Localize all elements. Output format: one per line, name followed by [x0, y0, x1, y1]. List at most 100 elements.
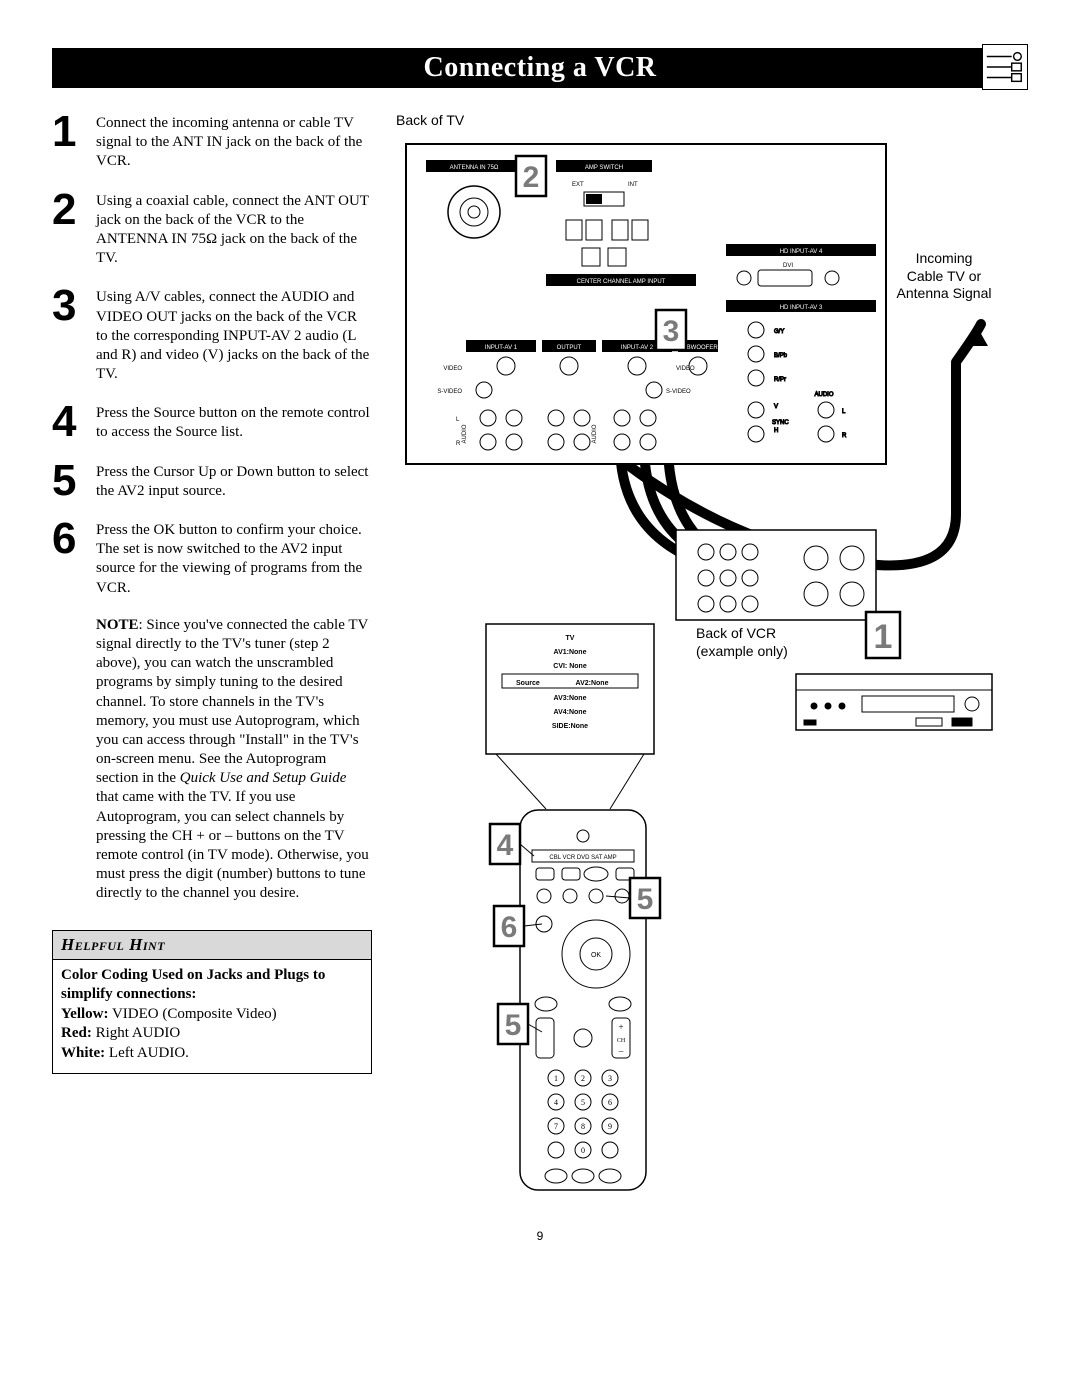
connection-diagram: ANTENNA IN 75Ω AMP SWITCH EXT INT: [396, 134, 996, 1194]
step-text: Using a coaxial cable, connect the ANT O…: [96, 190, 372, 269]
svg-text:0: 0: [581, 1146, 585, 1155]
page-title: Connecting a VCR: [423, 52, 656, 84]
svg-text:CBL VCR DVD SAT AMP: CBL VCR DVD SAT AMP: [549, 855, 616, 861]
svg-text:B/Pb: B/Pb: [774, 353, 788, 359]
step-number: 5: [52, 461, 86, 501]
svg-text:5: 5: [637, 883, 654, 916]
svg-text:8: 8: [581, 1122, 585, 1131]
svg-text:R: R: [456, 441, 461, 447]
svg-text:CVI: None: CVI: None: [553, 663, 587, 670]
step-5: 5 Press the Cursor Up or Down button to …: [52, 461, 372, 501]
connector-icon: [982, 44, 1028, 90]
svg-text:1: 1: [874, 618, 893, 656]
hint-row-label: Red:: [61, 1025, 92, 1041]
svg-text:AV2:None: AV2:None: [576, 680, 609, 687]
svg-text:3: 3: [663, 315, 680, 348]
svg-text:SIDE:None: SIDE:None: [552, 723, 588, 730]
svg-text:R/Pr: R/Pr: [774, 377, 786, 383]
svg-text:CH: CH: [617, 1038, 626, 1044]
hint-row-value: Left AUDIO.: [105, 1045, 189, 1061]
page-number: 9: [52, 1229, 1028, 1243]
incoming-signal-label: Incoming Cable TV or Antenna Signal: [896, 250, 992, 303]
svg-text:VIDEO: VIDEO: [676, 366, 695, 372]
ext-label: EXT: [572, 182, 584, 188]
back-of-vcr-label: Back of VCR: [696, 625, 776, 641]
step-number: 3: [52, 286, 86, 384]
note-after: that came with the TV. If you use Autopr…: [96, 789, 369, 901]
svg-text:1: 1: [554, 1074, 558, 1083]
svg-text:9: 9: [608, 1122, 612, 1131]
svg-text:AV4:None: AV4:None: [554, 709, 587, 716]
svg-text:AUDIO: AUDIO: [814, 392, 833, 398]
hd4-label: HD INPUT-AV 4: [780, 249, 823, 255]
step-4: 4 Press the Source button on the remote …: [52, 402, 372, 442]
step-number: 2: [52, 190, 86, 269]
callout-3: 3: [656, 310, 686, 350]
title-bar: Connecting a VCR: [52, 48, 1028, 88]
svg-text:6: 6: [608, 1098, 612, 1107]
step-text: Press the Source button on the remote co…: [96, 402, 372, 442]
svg-text:4: 4: [554, 1098, 558, 1107]
svg-text:S-VIDEO: S-VIDEO: [437, 389, 462, 395]
hint-row-label: Yellow:: [61, 1006, 109, 1022]
vcr-front: [796, 674, 992, 730]
svg-text:SYNC: SYNC: [772, 420, 789, 426]
step-6: 6 Press the OK button to confirm your ch…: [52, 519, 372, 598]
callout-2: 2: [516, 156, 546, 196]
svg-text:4: 4: [497, 829, 514, 862]
svg-text:Source: Source: [516, 680, 540, 687]
step-number: 4: [52, 402, 86, 442]
svg-text:6: 6: [501, 911, 518, 944]
svg-text:V: V: [774, 404, 778, 410]
hint-row-value: Right AUDIO: [92, 1025, 180, 1041]
vcr-back-panel: [676, 530, 876, 620]
note-label: NOTE: [96, 617, 139, 633]
center-amp-label: CENTER CHANNEL AMP INPUT: [577, 279, 666, 285]
tv-back-panel: ANTENNA IN 75Ω AMP SWITCH EXT INT: [406, 144, 886, 464]
amp-switch-label: AMP SWITCH: [585, 165, 623, 171]
svg-text:VIDEO: VIDEO: [443, 366, 462, 372]
antenna-in-label: ANTENNA IN 75Ω: [450, 165, 499, 171]
hint-row-value: VIDEO (Composite Video): [109, 1006, 277, 1022]
svg-text:3: 3: [608, 1074, 612, 1083]
svg-text:OK: OK: [591, 952, 601, 959]
hd3-label: HD INPUT-AV 3: [780, 305, 823, 311]
svg-text:AV1:None: AV1:None: [554, 649, 587, 656]
step-text: Press the OK button to confirm your choi…: [96, 519, 372, 598]
svg-text:AUDIO: AUDIO: [462, 424, 468, 443]
svg-text:7: 7: [554, 1122, 558, 1131]
step-text: Press the Cursor Up or Down button to se…: [96, 461, 372, 501]
note-block: NOTE: Since you've connected the cable T…: [96, 616, 372, 904]
step-number: 1: [52, 112, 86, 172]
svg-text:–: –: [618, 1046, 624, 1056]
svg-text:OUTPUT: OUTPUT: [557, 345, 582, 351]
int-label: INT: [628, 182, 638, 188]
svg-text:AUDIO: AUDIO: [592, 424, 598, 443]
hint-body: Color Coding Used on Jacks and Plugs to …: [53, 960, 371, 1074]
svg-text:S-VIDEO: S-VIDEO: [666, 389, 691, 395]
svg-text:INPUT-AV 2: INPUT-AV 2: [621, 345, 654, 351]
svg-text:5: 5: [505, 1009, 522, 1042]
instructions-column: 1 Connect the incoming antenna or cable …: [52, 112, 372, 1199]
dvi-label: DVI: [783, 263, 793, 269]
svg-text:G/Y: G/Y: [774, 329, 784, 335]
diagram-column: Back of TV ANT: [396, 112, 1028, 1199]
svg-text:R: R: [842, 433, 847, 439]
step-3: 3 Using A/V cables, connect the AUDIO an…: [52, 286, 372, 384]
back-of-vcr-sub: (example only): [696, 643, 788, 659]
remote-control: CBL VCR DVD SAT AMP: [520, 810, 646, 1190]
step-1: 1 Connect the incoming antenna or cable …: [52, 112, 372, 172]
hint-row-label: White:: [61, 1045, 105, 1061]
hint-header: Helpful Hint: [53, 931, 371, 960]
svg-text:+: +: [618, 1022, 623, 1032]
svg-text:2: 2: [523, 161, 540, 194]
svg-text:5: 5: [581, 1098, 585, 1107]
svg-text:2: 2: [581, 1074, 585, 1083]
step-number: 6: [52, 519, 86, 598]
callout-1: 1: [866, 612, 900, 658]
svg-text:H: H: [774, 428, 778, 434]
step-text: Using A/V cables, connect the AUDIO and …: [96, 286, 372, 384]
svg-text:INPUT-AV 1: INPUT-AV 1: [485, 345, 518, 351]
step-text: Connect the incoming antenna or cable TV…: [96, 112, 372, 172]
step-2: 2 Using a coaxial cable, connect the ANT…: [52, 190, 372, 269]
